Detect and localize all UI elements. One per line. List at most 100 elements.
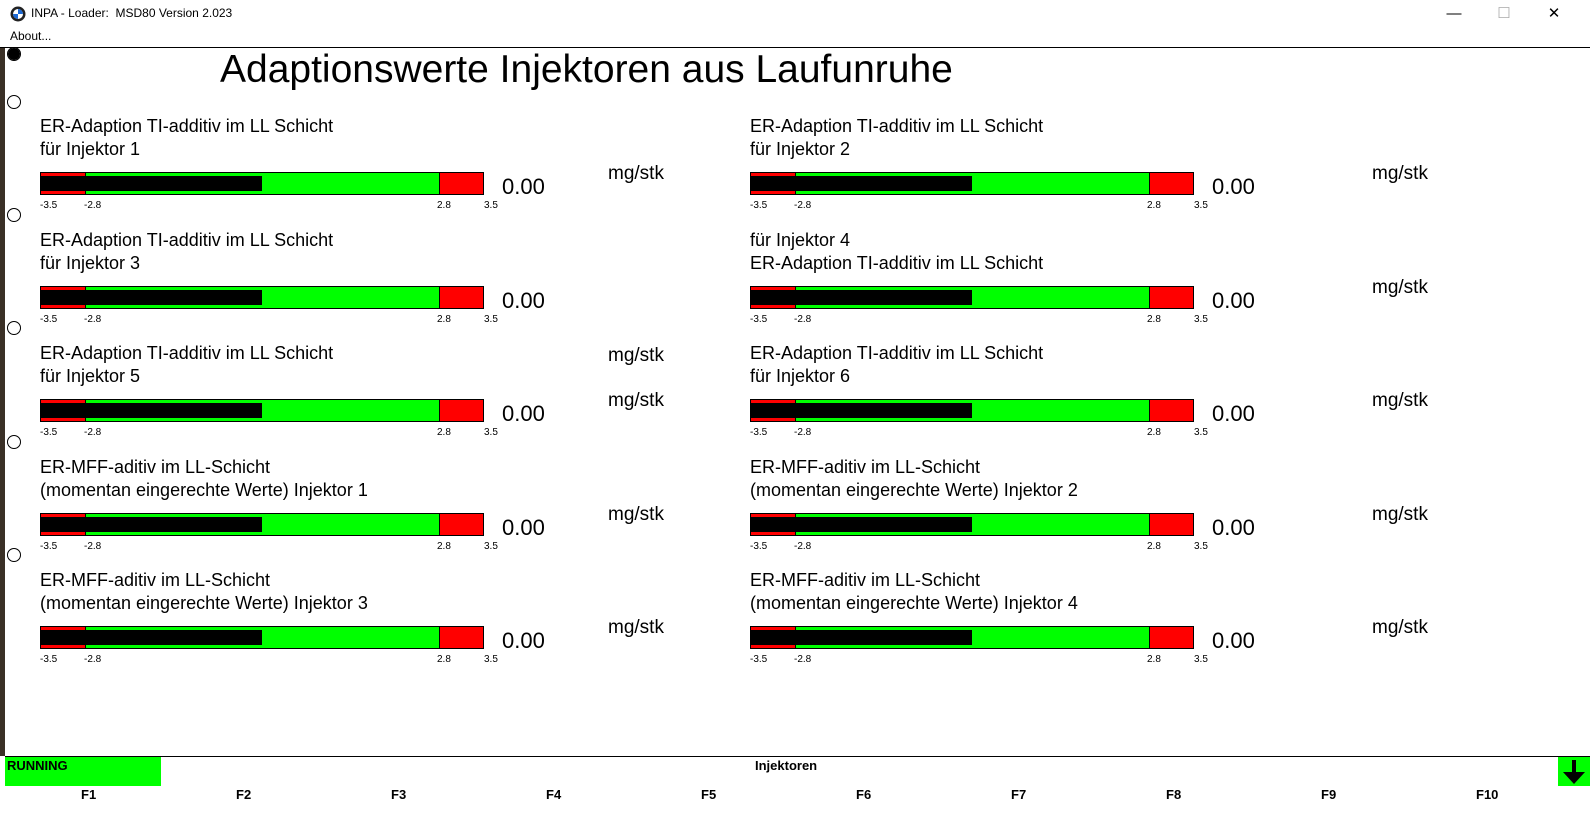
scale-low-label: -2.8 xyxy=(794,654,811,665)
screen-select-radio[interactable] xyxy=(7,548,21,562)
scale-max-label: 3.5 xyxy=(1194,541,1208,552)
gauge-label-line2: für Injektor 2 xyxy=(750,138,850,160)
gauge-label-line2: (momentan eingerechte Werte) Injektor 3 xyxy=(40,592,368,614)
gauge-value: 0.00 xyxy=(502,401,545,427)
scale-high-label: 2.8 xyxy=(437,427,451,438)
scale-min-label: -3.5 xyxy=(750,427,767,438)
fkey-f7[interactable]: F7 xyxy=(1011,787,1026,802)
scale-low-label: -2.8 xyxy=(84,427,101,438)
scale-min-label: -3.5 xyxy=(40,654,57,665)
gauge-divider xyxy=(439,173,440,194)
gauge-bar xyxy=(40,626,484,649)
gauge-value: 0.00 xyxy=(1212,288,1255,314)
gauge-unit: mg/stk xyxy=(608,390,664,412)
gauge-limit-zone-high xyxy=(1149,514,1193,535)
maximize-button[interactable]: ☐ xyxy=(1481,0,1527,28)
scale-high-label: 2.8 xyxy=(437,200,451,211)
gauge-limit-zone-high xyxy=(1149,400,1193,421)
fkey-f10[interactable]: F10 xyxy=(1476,787,1498,802)
scale-low-label: -2.8 xyxy=(84,200,101,211)
gauge-label-line2: für Injektor 1 xyxy=(40,138,140,160)
scale-max-label: 3.5 xyxy=(1194,314,1208,325)
gauge-label-line1: ER-Adaption TI-additiv im LL Schicht xyxy=(750,342,1043,364)
gauge-divider xyxy=(439,400,440,421)
gauge-divider xyxy=(1149,400,1150,421)
gauge-limit-zone-high xyxy=(439,173,483,194)
gauge-divider xyxy=(1149,514,1150,535)
gauge-value: 0.00 xyxy=(1212,401,1255,427)
scale-max-label: 3.5 xyxy=(484,654,498,665)
scale-max-label: 3.5 xyxy=(1194,427,1208,438)
scale-low-label: -2.8 xyxy=(84,314,101,325)
scale-min-label: -3.5 xyxy=(750,314,767,325)
gauge-indicator xyxy=(751,403,972,418)
fkey-f8[interactable]: F8 xyxy=(1166,787,1181,802)
scale-max-label: 3.5 xyxy=(1194,200,1208,211)
scale-min-label: -3.5 xyxy=(750,541,767,552)
gauge-label-line1: ER-MFF-aditiv im LL-Schicht xyxy=(40,456,270,478)
injector-gauge-panel: ER-MFF-aditiv im LL-Schicht (momentan ein… xyxy=(750,569,1450,679)
gauge-label-line2: (momentan eingerechte Werte) Injektor 1 xyxy=(40,479,368,501)
window-title: INPA - Loader: MSD80 Version 2.023 xyxy=(31,6,232,20)
fkey-f6[interactable]: F6 xyxy=(856,787,871,802)
minimize-button[interactable]: — xyxy=(1431,0,1477,28)
gauge-unit: mg/stk xyxy=(1372,390,1428,412)
scale-max-label: 3.5 xyxy=(484,427,498,438)
close-button[interactable]: ✕ xyxy=(1531,0,1577,28)
screen-select-radio[interactable] xyxy=(7,208,21,222)
injector-gauge-panel: ER-Adaption TI-additiv im LL Schicht für … xyxy=(40,229,740,339)
scale-low-label: -2.8 xyxy=(794,427,811,438)
gauge-label-line1: ER-MFF-aditiv im LL-Schicht xyxy=(750,569,980,591)
fkey-f9[interactable]: F9 xyxy=(1321,787,1336,802)
screen-select-radio[interactable] xyxy=(7,435,21,449)
down-arrow-button[interactable] xyxy=(1558,757,1590,786)
fkey-f2[interactable]: F2 xyxy=(236,787,251,802)
gauge-label-line1: ER-Adaption TI-additiv im LL Schicht xyxy=(40,115,333,137)
scale-high-label: 2.8 xyxy=(1147,314,1161,325)
gauge-indicator xyxy=(41,517,262,532)
gauge-indicator xyxy=(41,290,262,305)
screen-select-radio[interactable] xyxy=(7,95,21,109)
scale-min-label: -3.5 xyxy=(40,541,57,552)
gauge-unit: mg/stk xyxy=(608,504,664,526)
gauge-bar xyxy=(750,513,1194,536)
gauge-indicator xyxy=(751,630,972,645)
gauge-label-line1: ER-Adaption TI-additiv im LL Schicht xyxy=(40,342,333,364)
gauge-divider xyxy=(1149,173,1150,194)
fkey-f4[interactable]: F4 xyxy=(546,787,561,802)
scale-max-label: 3.5 xyxy=(484,314,498,325)
scale-high-label: 2.8 xyxy=(1147,654,1161,665)
gauge-unit: mg/stk xyxy=(1372,163,1428,185)
gauge-bar xyxy=(750,286,1194,309)
menu-item-about[interactable]: About... xyxy=(10,28,51,44)
screen-select-radio[interactable] xyxy=(7,321,21,335)
gauge-value: 0.00 xyxy=(502,288,545,314)
gauge-bar xyxy=(40,286,484,309)
gauge-divider xyxy=(1149,627,1150,648)
scale-high-label: 2.8 xyxy=(1147,427,1161,438)
gauge-label-line2: für Injektor 5 xyxy=(40,365,140,387)
gauge-value: 0.00 xyxy=(502,628,545,654)
gauge-bar xyxy=(750,399,1194,422)
fkey-f5[interactable]: F5 xyxy=(701,787,716,802)
gauge-divider xyxy=(439,627,440,648)
page-title: Adaptionswerte Injektoren aus Laufunruhe xyxy=(220,48,953,92)
injector-gauge-panel: ER-Adaption TI-additiv im LL Schicht für … xyxy=(750,115,1450,225)
menu-bar: About... xyxy=(0,28,1590,48)
gauge-label-line1: für Injektor 4 xyxy=(750,229,850,251)
scale-low-label: -2.8 xyxy=(84,541,101,552)
scale-low-label: -2.8 xyxy=(794,314,811,325)
gauge-bar xyxy=(750,172,1194,195)
screen-select-radio[interactable] xyxy=(7,47,21,61)
fkey-f3[interactable]: F3 xyxy=(391,787,406,802)
gauge-label-line1: ER-Adaption TI-additiv im LL Schicht xyxy=(40,229,333,251)
status-running: RUNNING xyxy=(5,757,161,786)
gauge-value: 0.00 xyxy=(502,174,545,200)
gauge-limit-zone-high xyxy=(1149,627,1193,648)
status-bar: RUNNING Injektoren F1 F2 F3 F4 F5 F6 F7 F8 F9 F10 xyxy=(5,756,1590,818)
gauge-bar xyxy=(750,626,1194,649)
gauge-limit-zone-high xyxy=(439,400,483,421)
gauge-divider xyxy=(439,514,440,535)
fkey-f1[interactable]: F1 xyxy=(81,787,96,802)
scale-high-label: 2.8 xyxy=(1147,541,1161,552)
